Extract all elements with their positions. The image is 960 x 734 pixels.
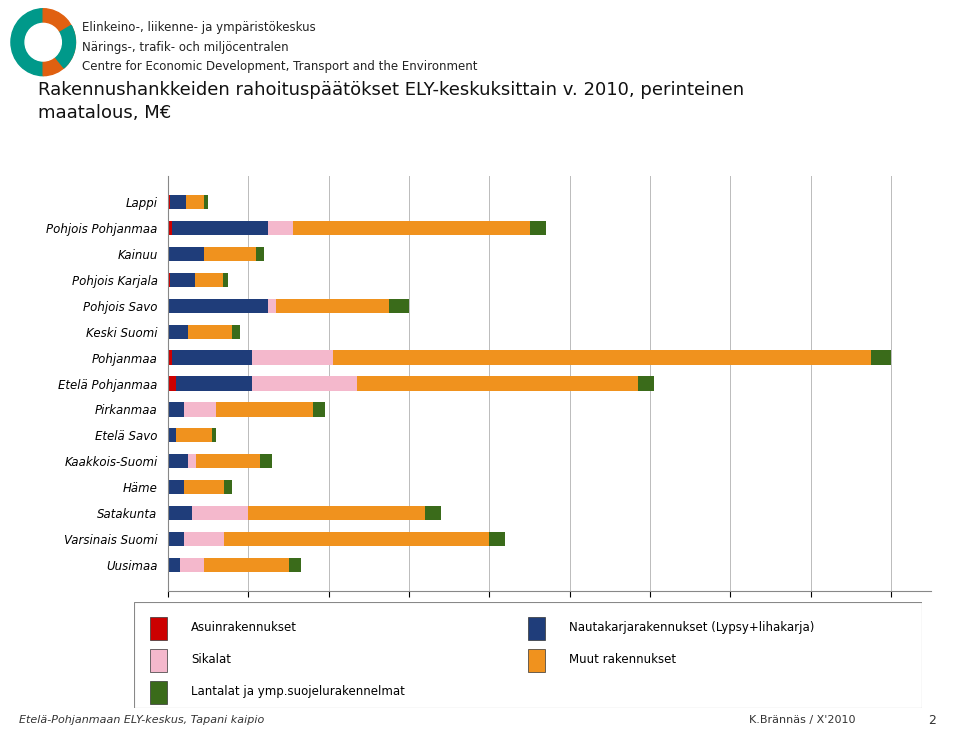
Text: Rakennushankkeiden rahoituspäätökset ELY-keskuksittain v. 2010, perinteinen
maat: Rakennushankkeiden rahoituspäätökset ELY… bbox=[38, 81, 745, 123]
Bar bbox=[232, 324, 240, 339]
Bar bbox=[168, 273, 171, 287]
Bar bbox=[172, 350, 252, 365]
Bar bbox=[195, 273, 223, 287]
Text: K.Brännäs / X'2010: K.Brännäs / X'2010 bbox=[749, 715, 855, 725]
Bar bbox=[333, 350, 871, 365]
Bar bbox=[216, 402, 313, 417]
Text: Nautakarjarakennukset (Lypsy+lihakarja): Nautakarjarakennukset (Lypsy+lihakarja) bbox=[569, 621, 814, 634]
Bar bbox=[256, 247, 264, 261]
Text: Muut rakennukset: Muut rakennukset bbox=[569, 653, 676, 666]
Bar bbox=[168, 558, 180, 572]
Text: Asuinrakennukset: Asuinrakennukset bbox=[191, 621, 297, 634]
FancyBboxPatch shape bbox=[134, 602, 922, 708]
Bar bbox=[168, 428, 176, 443]
Bar bbox=[168, 402, 184, 417]
Bar bbox=[186, 195, 204, 209]
Text: Etelä-Pohjanmaan ELY-keskus, Tapani kaipio: Etelä-Pohjanmaan ELY-keskus, Tapani kaip… bbox=[19, 715, 264, 725]
Bar bbox=[168, 247, 204, 261]
Bar bbox=[357, 377, 638, 390]
Text: Sikalat: Sikalat bbox=[191, 653, 231, 666]
Bar bbox=[223, 273, 228, 287]
Bar bbox=[204, 558, 289, 572]
Wedge shape bbox=[43, 42, 76, 68]
Bar bbox=[168, 454, 188, 468]
Bar bbox=[188, 454, 196, 468]
Bar bbox=[313, 402, 324, 417]
Bar bbox=[180, 558, 204, 572]
FancyBboxPatch shape bbox=[150, 680, 167, 704]
Bar bbox=[638, 377, 654, 390]
Bar bbox=[204, 247, 256, 261]
FancyBboxPatch shape bbox=[528, 617, 545, 640]
Bar bbox=[249, 506, 425, 520]
Bar bbox=[168, 480, 184, 494]
Bar bbox=[168, 506, 192, 520]
Bar bbox=[168, 377, 176, 390]
Wedge shape bbox=[11, 9, 43, 76]
Bar bbox=[530, 221, 545, 235]
Bar bbox=[196, 454, 260, 468]
Bar bbox=[204, 195, 208, 209]
Text: Lantalat ja ymp.suojelurakennelmat: Lantalat ja ymp.suojelurakennelmat bbox=[191, 685, 405, 698]
Bar bbox=[172, 221, 269, 235]
FancyBboxPatch shape bbox=[150, 649, 167, 672]
Bar bbox=[293, 221, 530, 235]
Bar bbox=[171, 273, 195, 287]
Bar bbox=[168, 299, 269, 313]
Bar bbox=[184, 532, 225, 546]
Text: Närings-, trafik- och miljöcentralen: Närings-, trafik- och miljöcentralen bbox=[82, 41, 288, 54]
Bar bbox=[212, 428, 216, 443]
Bar bbox=[176, 377, 252, 390]
Circle shape bbox=[25, 23, 61, 61]
Bar bbox=[176, 428, 212, 443]
Bar bbox=[168, 195, 171, 209]
Text: Elinkeino-, liikenne- ja ympäristökeskus: Elinkeino-, liikenne- ja ympäristökeskus bbox=[82, 21, 315, 34]
Bar bbox=[252, 350, 333, 365]
Bar bbox=[389, 299, 409, 313]
Bar bbox=[425, 506, 442, 520]
Bar bbox=[168, 324, 188, 339]
Bar bbox=[168, 221, 172, 235]
Bar bbox=[168, 350, 172, 365]
Text: 2: 2 bbox=[928, 713, 936, 727]
Bar bbox=[276, 299, 389, 313]
Bar bbox=[260, 454, 273, 468]
Bar bbox=[192, 506, 249, 520]
Bar bbox=[269, 299, 276, 313]
Bar bbox=[171, 195, 186, 209]
Bar bbox=[269, 221, 293, 235]
Text: Centre for Economic Development, Transport and the Environment: Centre for Economic Development, Transpo… bbox=[82, 60, 477, 73]
Bar bbox=[184, 402, 216, 417]
Wedge shape bbox=[43, 26, 76, 42]
Bar bbox=[289, 558, 300, 572]
Bar bbox=[188, 324, 232, 339]
Bar bbox=[252, 377, 357, 390]
FancyBboxPatch shape bbox=[150, 617, 167, 640]
Bar bbox=[184, 480, 225, 494]
FancyBboxPatch shape bbox=[528, 649, 545, 672]
Bar bbox=[225, 480, 232, 494]
Bar bbox=[871, 350, 891, 365]
Bar bbox=[225, 532, 490, 546]
Bar bbox=[490, 532, 505, 546]
Wedge shape bbox=[43, 9, 76, 76]
Bar bbox=[168, 532, 184, 546]
